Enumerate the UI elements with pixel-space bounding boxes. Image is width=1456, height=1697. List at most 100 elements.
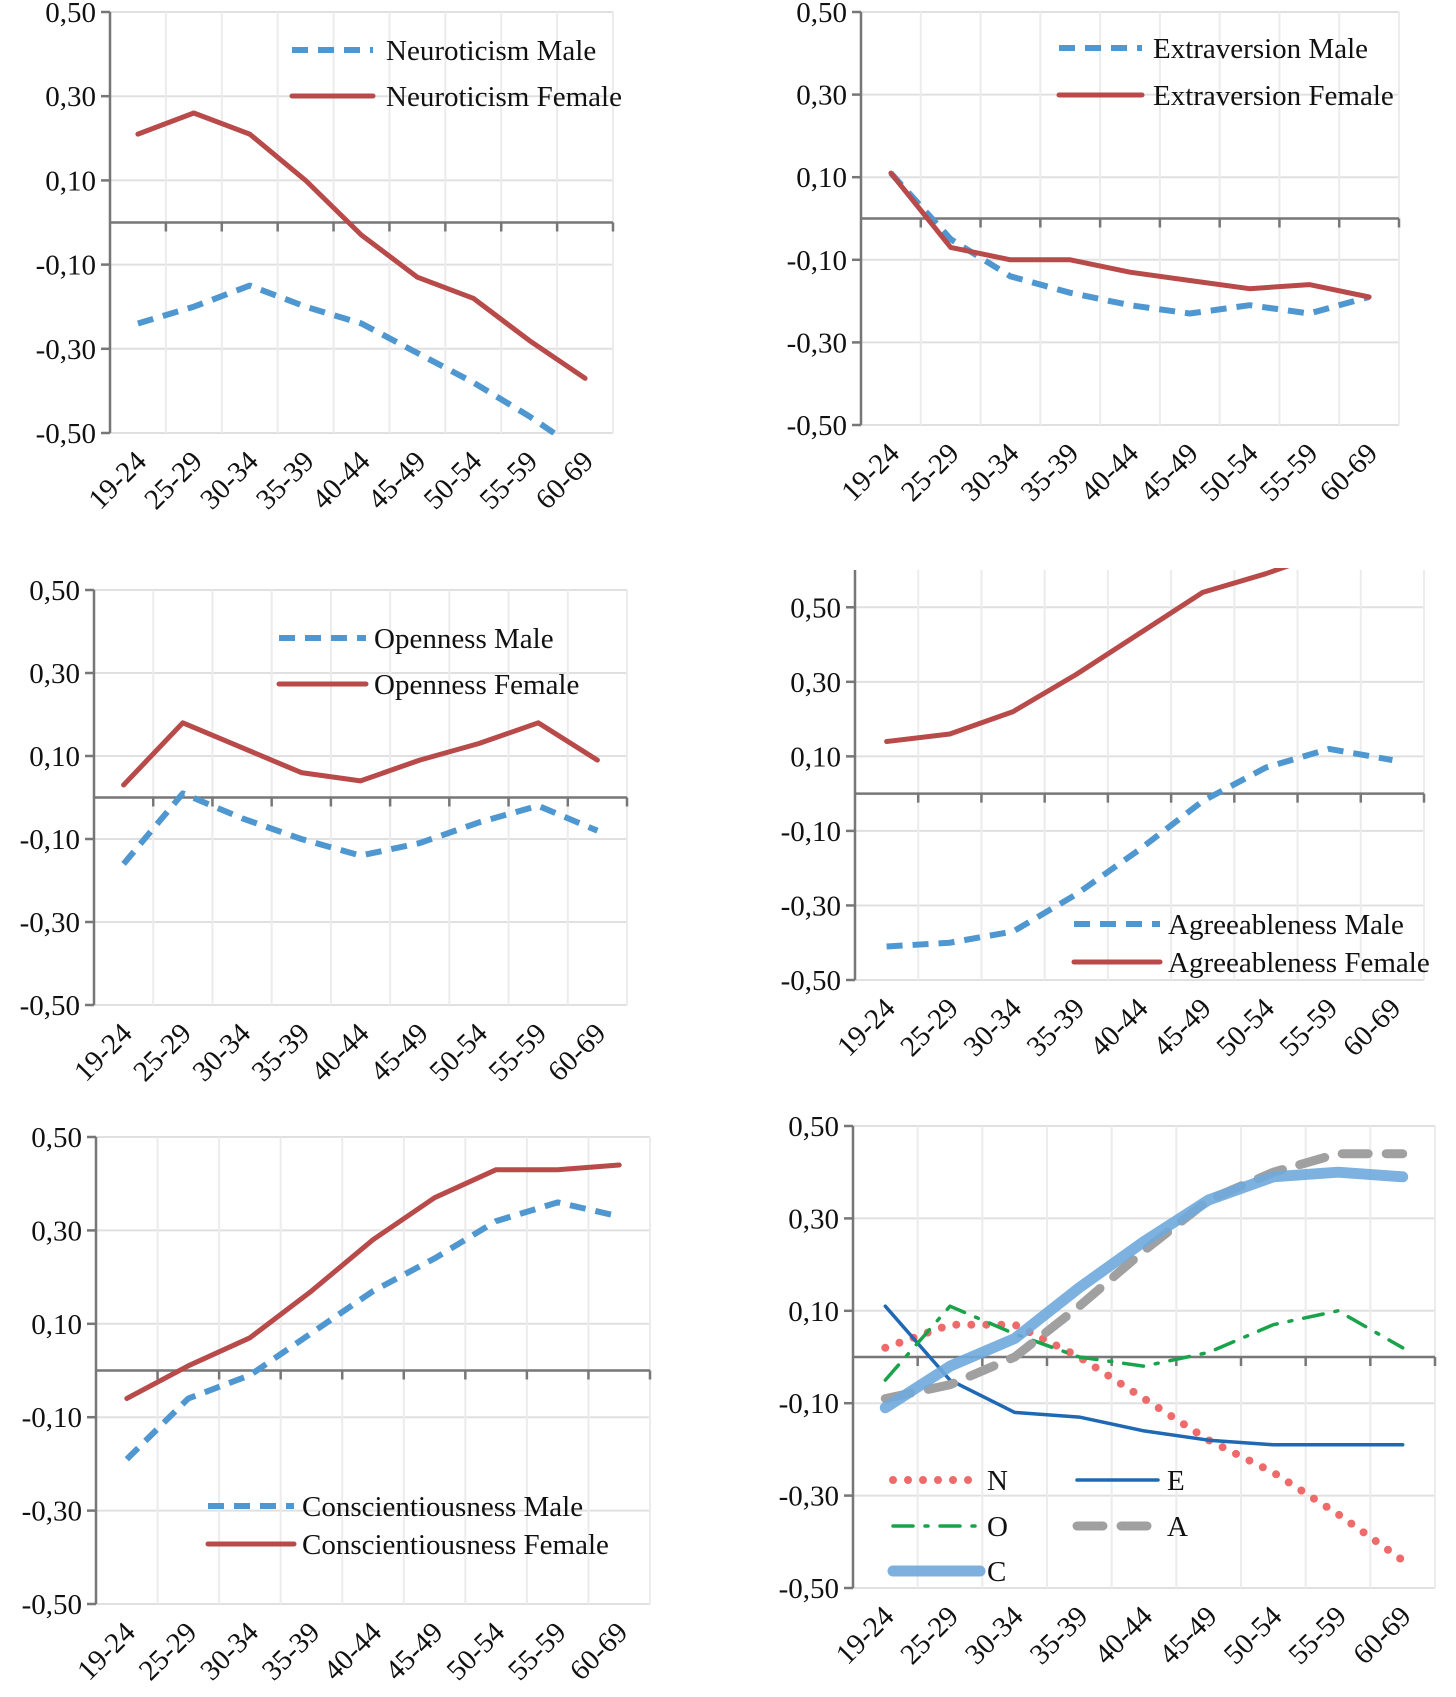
- x-tick-label: 50-54: [1194, 437, 1265, 508]
- x-tick-label: 25-29: [894, 992, 964, 1062]
- y-tick-label: -0,30: [779, 1481, 839, 1513]
- legend-label: Openness Female: [374, 669, 579, 701]
- chart-1: 0,50 0,30 0,10 -0,10 -0,30 -0,5019-2425-2930-…: [36, 0, 622, 516]
- x-tick-label: 19-24: [835, 437, 906, 508]
- x-tick-label: 25-29: [133, 1616, 203, 1686]
- y-tick-label: 0,10: [788, 1296, 839, 1328]
- y-tick-label: -0,10: [36, 250, 96, 282]
- y-tick-label: -0,10: [787, 245, 847, 277]
- series-line-neuroticism-female: [135, 110, 588, 381]
- x-tick-label: 40-44: [305, 1017, 376, 1088]
- y-tick-label: -0,10: [779, 1388, 839, 1420]
- x-tick-label: 50-54: [418, 445, 489, 516]
- legend-label: Extraversion Male: [1153, 33, 1368, 65]
- y-tick-label: 0,10: [790, 741, 841, 773]
- x-tick-label: 19-24: [831, 992, 902, 1063]
- y-tick-label: 0,10: [796, 162, 847, 194]
- series-line-neuroticism-male: [137, 282, 563, 435]
- chart-2: 0,50 0,30 0,10 -0,10 -0,30 -0,5019-2425-2930-…: [787, 0, 1401, 508]
- y-tick-label: 0,50: [796, 0, 847, 29]
- x-tick-label: 19-24: [82, 445, 153, 516]
- y-tick-label: 0,30: [31, 1215, 82, 1247]
- y-tick-label: 0,30: [29, 658, 80, 690]
- y-tick-label: -0,10: [781, 816, 841, 848]
- series-line-a: [880, 1149, 1408, 1404]
- x-tick-label: 45-49: [362, 445, 432, 515]
- x-tick-label: 35-39: [246, 1017, 316, 1087]
- x-tick-label: 55-59: [1254, 437, 1324, 507]
- legend-label: Neuroticism Female: [386, 81, 622, 113]
- y-tick-label: 0,50: [45, 0, 96, 29]
- chart-5: 0,50 0,30 0,10 -0,10 -0,30 -0,5019-2425-2930-…: [22, 1122, 652, 1687]
- x-tick-label: 35-39: [1015, 437, 1085, 507]
- x-tick-label: 60-69: [564, 1616, 634, 1686]
- legend-label: Neuroticism Male: [386, 35, 596, 67]
- y-tick-label: -0,30: [36, 334, 96, 366]
- legend-label: O: [987, 1511, 1008, 1543]
- chart-4: 0,50 0,30 0,10 -0,10 -0,30 -0,5019-2425-2930-…: [781, 568, 1430, 1063]
- y-tick-label: 0,50: [790, 592, 841, 624]
- y-tick-label: 0,50: [788, 1111, 839, 1143]
- y-tick-label: -0,50: [20, 990, 80, 1022]
- x-tick-label: 55-59: [502, 1616, 572, 1686]
- legend-label: Agreeableness Female: [1168, 947, 1430, 979]
- x-tick-label: 19-24: [830, 1600, 901, 1671]
- x-tick-label: 55-59: [1282, 1600, 1352, 1670]
- x-tick-label: 25-29: [895, 437, 965, 507]
- legend-label: E: [1167, 1465, 1185, 1497]
- x-tick-label: 30-34: [187, 1017, 258, 1088]
- x-tick-label: 19-24: [71, 1616, 142, 1687]
- x-tick-label: 55-59: [474, 445, 544, 515]
- series-line-extraversion-male: [888, 171, 1370, 317]
- x-tick-label: 45-49: [1134, 437, 1204, 507]
- y-tick-label: -0,30: [787, 327, 847, 359]
- legend-label: Conscientiousness Female: [302, 1529, 609, 1561]
- y-tick-label: -0,30: [781, 890, 841, 922]
- chart-6: 0,50 0,30 0,10 -0,10 -0,30 -0,5019-2425-2930-…: [779, 1111, 1437, 1671]
- y-tick-label: -0,10: [20, 824, 80, 856]
- series-line-o: [883, 1304, 1405, 1382]
- legend-label: Conscientiousness Male: [302, 1491, 583, 1523]
- y-tick-label: 0,30: [790, 667, 841, 699]
- x-tick-label: 30-34: [194, 1616, 265, 1687]
- x-tick-label: 35-39: [256, 1616, 326, 1686]
- x-tick-label: 19-24: [68, 1017, 139, 1088]
- x-tick-label: 50-54: [423, 1017, 494, 1088]
- x-tick-label: 40-44: [1084, 992, 1155, 1063]
- x-tick-label: 45-49: [379, 1616, 449, 1686]
- x-tick-label: 30-34: [958, 992, 1029, 1063]
- series-line-openness-female: [121, 720, 600, 788]
- series-line-conscientiousness-female: [124, 1162, 622, 1401]
- y-tick-label: 0,10: [31, 1309, 82, 1341]
- series-line-extraversion-female: [888, 170, 1372, 300]
- x-tick-label: 30-34: [959, 1600, 1030, 1671]
- series-line-n: [881, 1320, 1407, 1565]
- x-tick-label: 40-44: [306, 445, 377, 516]
- legend-label: Agreeableness Male: [1168, 909, 1404, 941]
- y-tick-label: -0,50: [787, 410, 847, 442]
- y-tick-label: 0,30: [788, 1203, 839, 1235]
- series-line-conscientiousness-male: [124, 1199, 620, 1462]
- x-tick-label: 35-39: [1024, 1600, 1094, 1670]
- legend-label: Openness Male: [374, 623, 554, 655]
- x-tick-label: 25-29: [127, 1017, 197, 1087]
- series-line-agreeableness-male: [886, 745, 1393, 950]
- x-tick-label: 25-29: [894, 1600, 964, 1670]
- x-tick-label: 45-49: [1147, 992, 1217, 1062]
- y-tick-label: -0,50: [781, 965, 841, 997]
- series-line-openness-male: [121, 790, 599, 866]
- legend-label: C: [987, 1556, 1006, 1588]
- x-tick-label: 40-44: [317, 1616, 388, 1687]
- y-tick-label: 0,30: [45, 81, 96, 113]
- x-tick-label: 30-34: [194, 445, 265, 516]
- x-tick-label: 50-54: [1210, 992, 1281, 1063]
- y-tick-label: -0,50: [779, 1573, 839, 1605]
- x-tick-label: 25-29: [138, 445, 208, 515]
- x-tick-label: 60-69: [1337, 992, 1407, 1062]
- y-tick-label: 0,50: [31, 1122, 82, 1154]
- x-tick-label: 50-54: [1218, 1600, 1289, 1671]
- y-tick-label: -0,50: [22, 1589, 82, 1621]
- series-line-agreeableness-female: [884, 568, 1290, 744]
- legend-label: N: [987, 1465, 1008, 1497]
